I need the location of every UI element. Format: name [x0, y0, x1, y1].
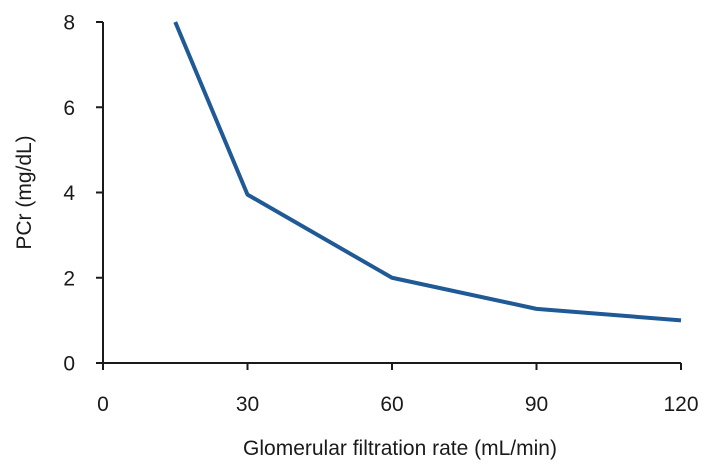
x-tick-label: 0 [97, 393, 109, 416]
series-line [173, 21, 682, 323]
y-tick-label: 8 [63, 12, 75, 35]
x-tick-label: 30 [236, 393, 259, 416]
x-axis-ticks: 0 30 60 90 120 [97, 363, 699, 416]
x-tick-label: 90 [525, 393, 548, 416]
y-tick-label: 0 [63, 353, 75, 376]
y-axis-ticks: 0 2 4 6 8 [63, 12, 103, 376]
y-tick-label: 2 [63, 267, 75, 290]
x-tick-label: 120 [663, 393, 698, 416]
y-axis-label: PCr (mg/dL) [13, 135, 36, 249]
y-tick-label: 6 [63, 97, 75, 120]
y-tick-label: 4 [63, 182, 75, 205]
x-tick-label: 60 [380, 393, 403, 416]
x-axis-label: Glomerular filtration rate (mL/min) [243, 437, 557, 460]
series-layer [173, 21, 682, 323]
